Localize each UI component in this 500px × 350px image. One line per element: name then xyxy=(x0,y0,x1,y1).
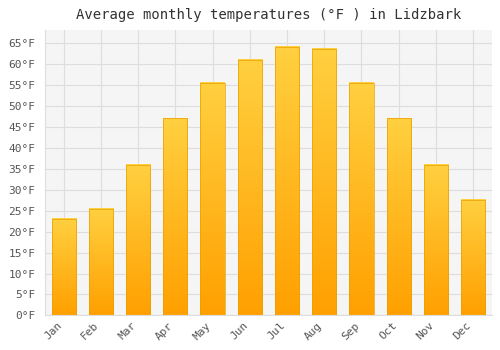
Bar xyxy=(126,164,150,315)
Bar xyxy=(424,164,448,315)
Bar xyxy=(461,200,485,315)
Bar xyxy=(52,219,76,315)
Bar xyxy=(89,209,113,315)
Bar xyxy=(350,83,374,315)
Bar xyxy=(275,47,299,315)
Bar xyxy=(238,60,262,315)
Bar xyxy=(312,49,336,315)
Title: Average monthly temperatures (°F ) in Lidzbark: Average monthly temperatures (°F ) in Li… xyxy=(76,8,461,22)
Bar xyxy=(200,83,224,315)
Bar xyxy=(386,118,410,315)
Bar xyxy=(163,118,188,315)
